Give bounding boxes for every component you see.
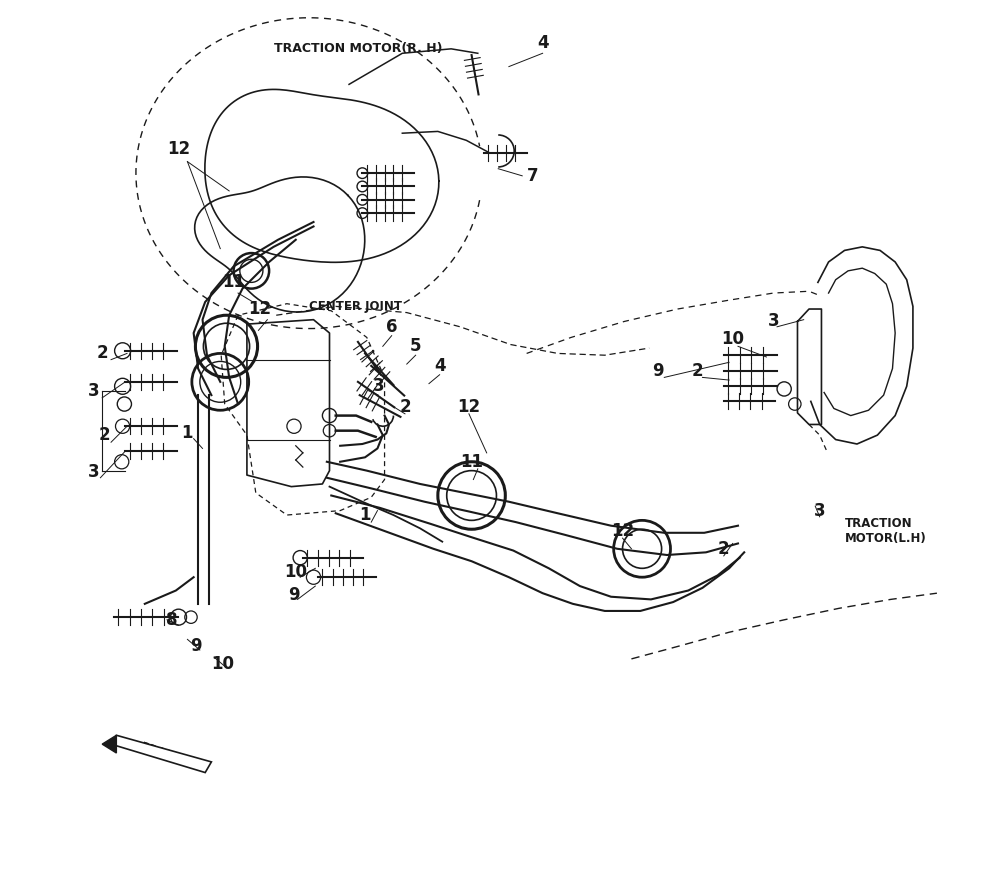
Text: 2: 2 [99, 426, 111, 444]
Text: 12: 12 [611, 522, 634, 540]
Text: 3: 3 [768, 313, 779, 330]
Text: 10: 10 [211, 655, 234, 673]
Text: 12: 12 [167, 140, 190, 158]
Text: 5: 5 [410, 337, 421, 355]
Text: 12: 12 [457, 398, 480, 416]
Text: 8: 8 [166, 611, 177, 629]
Text: 11: 11 [460, 453, 483, 471]
Text: 2: 2 [718, 540, 730, 558]
Text: 12: 12 [249, 300, 272, 318]
Text: 9: 9 [652, 362, 664, 380]
Text: 1: 1 [359, 506, 371, 524]
Text: 2: 2 [691, 362, 703, 380]
Text: 4: 4 [434, 357, 445, 375]
Text: 6: 6 [386, 318, 397, 336]
Text: 9: 9 [288, 586, 300, 604]
Text: 2: 2 [96, 345, 108, 362]
Polygon shape [102, 735, 116, 753]
Polygon shape [111, 735, 211, 773]
Text: 4: 4 [537, 34, 548, 52]
Text: 3: 3 [88, 382, 100, 400]
Text: 11: 11 [222, 274, 245, 291]
Text: TRACTION MOTOR(R. H): TRACTION MOTOR(R. H) [274, 43, 442, 55]
Text: 7: 7 [527, 167, 539, 185]
Text: 9: 9 [190, 638, 202, 655]
Text: TRACTION
MOTOR(L.H): TRACTION MOTOR(L.H) [845, 517, 926, 545]
Text: 2: 2 [399, 398, 411, 416]
Text: 3: 3 [814, 502, 825, 519]
Text: 1: 1 [182, 424, 193, 442]
Text: CENTER JOINT: CENTER JOINT [309, 300, 402, 313]
Text: 10: 10 [721, 330, 744, 348]
Text: 3: 3 [373, 377, 384, 395]
Text: 10: 10 [284, 563, 307, 581]
Text: FRONT: FRONT [139, 741, 182, 765]
Text: 3: 3 [88, 464, 100, 481]
